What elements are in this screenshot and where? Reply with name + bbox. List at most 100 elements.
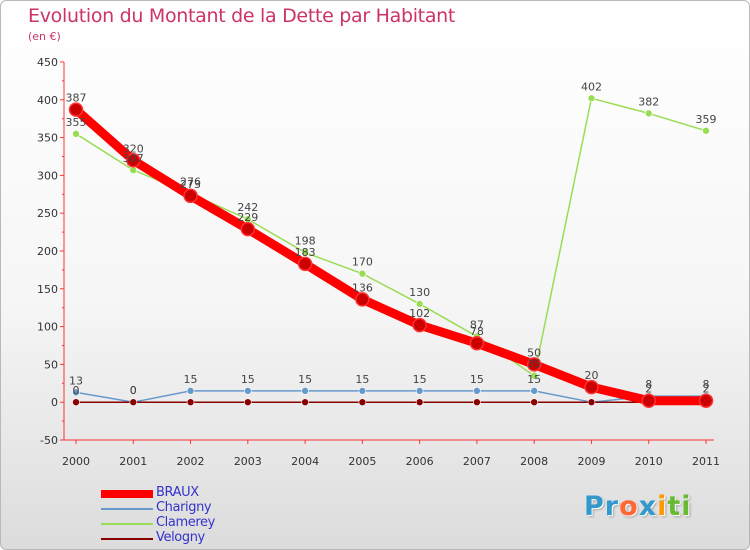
- point-charigny: [301, 387, 309, 395]
- data-label-clamerey: 355: [66, 116, 87, 129]
- legend-label: Velogny: [156, 530, 205, 545]
- point-velogny: [473, 398, 481, 407]
- point-braux: [584, 379, 599, 395]
- point-velogny: [415, 398, 424, 407]
- point-braux: [126, 153, 141, 168]
- x-tick-label: 2007: [463, 455, 491, 468]
- data-label-braux: 183: [295, 246, 316, 259]
- data-label-clamerey: 307: [123, 152, 144, 165]
- point-clamerey: [644, 109, 653, 118]
- series-line-braux: [71, 105, 711, 406]
- legend-swatch: [101, 508, 153, 510]
- logo-letter: P: [584, 491, 605, 522]
- point-clamerey: [129, 166, 138, 174]
- data-label-braux: 78: [470, 325, 484, 338]
- data-label-braux: 2: [703, 383, 710, 396]
- legend-swatch: [101, 523, 153, 525]
- y-tick-label: 200: [37, 245, 58, 258]
- data-label-clamerey: 402: [581, 80, 602, 93]
- point-braux: [641, 393, 656, 408]
- data-label-clamerey: 242: [237, 201, 258, 214]
- data-label-clamerey: 170: [352, 256, 373, 269]
- series-line-clamerey: [75, 97, 707, 377]
- y-tick-label: 450: [37, 56, 58, 69]
- data-label-charigny: 15: [298, 373, 312, 386]
- y-tick-label: 100: [37, 321, 58, 334]
- point-velogny: [301, 398, 309, 407]
- legend-item-charigny: Charigny: [101, 500, 301, 516]
- point-clamerey: [301, 248, 309, 257]
- data-label-braux: 387: [66, 92, 87, 105]
- data-label-charigny: 15: [355, 373, 369, 386]
- x-tick-label: 2004: [291, 455, 319, 468]
- x-tick-label: 2003: [234, 455, 262, 468]
- logo-letter: o: [619, 491, 639, 522]
- y-tick-label: 0: [51, 396, 58, 409]
- x-tick-label: 2009: [577, 455, 605, 468]
- legend-item-clamerey: Clamerey: [101, 515, 301, 531]
- legend-label: Charigny: [156, 500, 212, 515]
- point-clamerey: [530, 371, 538, 380]
- logo-letter: i: [681, 491, 692, 522]
- data-label-braux: 2: [645, 383, 652, 396]
- data-label-clamerey: 87: [470, 318, 484, 331]
- point-charigny: [186, 387, 195, 395]
- point-braux: [240, 221, 256, 237]
- logo-letter: i: [657, 491, 668, 522]
- legend-swatch: [101, 538, 153, 540]
- data-label-braux: 320: [123, 142, 144, 155]
- y-tick-label: 250: [37, 207, 58, 220]
- data-label-charigny: 15: [413, 373, 427, 386]
- point-clamerey: [415, 300, 424, 308]
- data-label-charigny: 13: [69, 374, 83, 387]
- data-label-charigny: 15: [470, 373, 484, 386]
- data-label-braux: 102: [409, 307, 430, 320]
- data-label-clamerey: 130: [409, 286, 430, 299]
- data-label-charigny: 15: [184, 373, 198, 386]
- x-tick-label: 2008: [520, 455, 548, 468]
- y-tick-label: 150: [37, 283, 58, 296]
- x-tick-label: 2011: [692, 455, 720, 468]
- point-braux: [297, 256, 313, 272]
- point-braux: [355, 292, 370, 307]
- x-tick-label: 2002: [177, 455, 205, 468]
- x-tick-label: 2010: [635, 455, 663, 468]
- point-velogny: [587, 398, 596, 407]
- point-braux: [68, 102, 84, 117]
- point-velogny: [72, 398, 80, 407]
- data-label-clamerey: 382: [638, 95, 659, 108]
- x-tick-label: 2006: [406, 455, 434, 468]
- data-label-braux: 136: [352, 281, 373, 294]
- legend: BRAUX Charigny Clamerey Velogny: [101, 485, 301, 546]
- data-label-braux: 20: [584, 369, 598, 382]
- point-braux: [183, 188, 198, 204]
- point-clamerey: [702, 126, 710, 135]
- chart-subtitle: (en €): [28, 30, 61, 43]
- series-line-charigny: [75, 390, 707, 403]
- data-label-velogny: 0: [130, 384, 137, 397]
- point-braux: [698, 393, 714, 408]
- data-label-charigny: 8: [645, 378, 652, 391]
- logo-letter: r: [604, 491, 620, 522]
- point-charigny: [244, 387, 252, 395]
- logo-letter: t: [667, 491, 682, 522]
- data-label-braux: 50: [527, 346, 541, 359]
- y-tick-label: 300: [37, 169, 58, 182]
- point-charigny: [72, 388, 80, 397]
- data-label-clamerey: 35: [527, 358, 541, 371]
- point-velogny: [186, 398, 195, 407]
- point-braux: [412, 317, 427, 333]
- point-charigny: [415, 387, 424, 395]
- point-braux: [526, 357, 542, 372]
- data-label-charigny: 15: [241, 373, 255, 386]
- point-velogny: [129, 398, 138, 407]
- data-label-braux: 229: [237, 211, 258, 224]
- x-tick-label: 2001: [119, 455, 147, 468]
- data-label-clamerey: 276: [180, 176, 201, 189]
- logo-letter: x: [638, 491, 658, 522]
- legend-item-braux: BRAUX: [101, 485, 301, 501]
- point-charigny: [473, 387, 481, 395]
- data-label-braux: 273: [180, 178, 201, 191]
